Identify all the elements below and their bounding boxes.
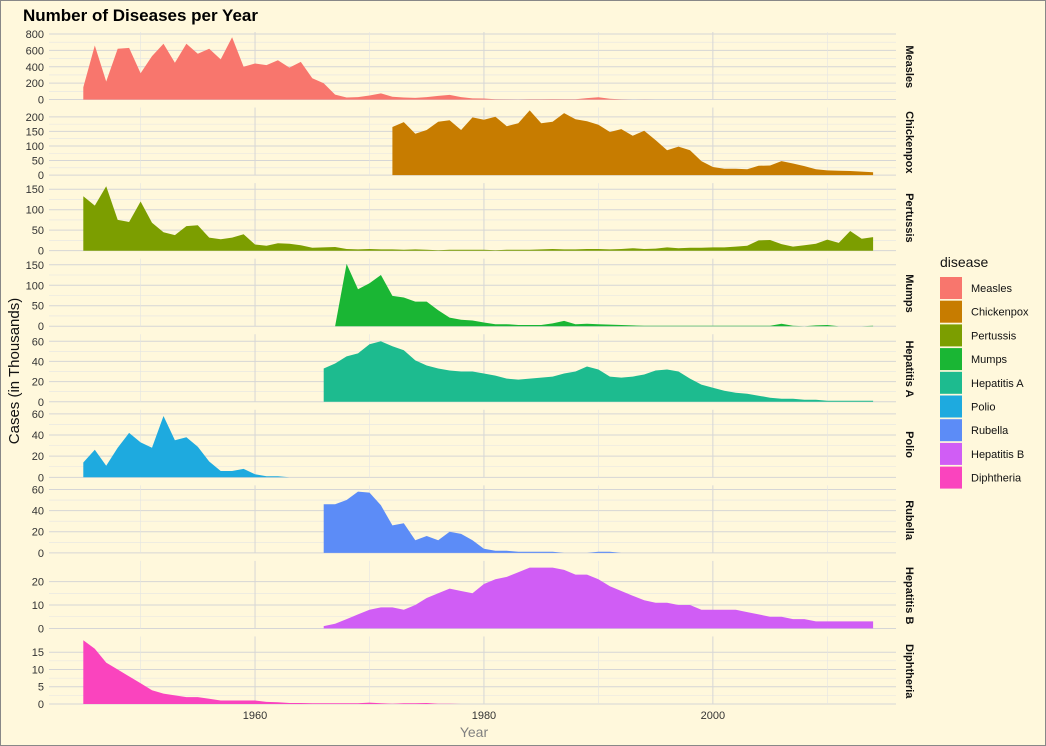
legend-swatch-mumps [940,348,962,371]
y-tick-label: 10 [32,600,44,612]
legend-label-polio: Polio [971,402,995,414]
area-polio [83,416,313,478]
y-tick-label: 40 [32,356,44,368]
area-hepatitis-a [323,341,874,402]
y-tick-label: 50 [32,301,44,313]
legend-swatch-pertussis [940,324,962,347]
y-tick-label: 60 [32,409,44,421]
panel-diphtheria: 0 5 10 15 Diphtheria [32,636,915,711]
y-tick-label: 50 [32,225,44,237]
legend-label-diphtheria: Diphtheria [971,473,1022,485]
y-tick-label: 20 [32,527,44,539]
y-tick-label: 200 [26,112,44,124]
strip-label-hepatitis-a: Hepatitis A [903,340,915,397]
area-diphtheria [83,640,874,704]
strip-label-diphtheria: Diphtheria [903,644,915,699]
y-tick-label: 100 [26,280,44,292]
y-tick-label: 5 [38,682,44,694]
area-measles [83,37,874,100]
y-tick-label: 40 [32,506,44,518]
y-tick-label: 40 [32,430,44,442]
strip-label-measles: Measles [903,45,915,88]
panel-pertussis: 0 50 100 150 Pertussis [26,183,915,258]
strip-label-pertussis: Pertussis [903,193,915,243]
strip-label-mumps: Mumps [903,274,915,313]
x-tick-label: 1980 [472,710,496,722]
y-tick-label: 50 [32,156,44,168]
panel-polio: 0 20 40 60 Polio [32,409,915,484]
legend-swatch-hepatitis-a [940,371,962,394]
y-tick-label: 150 [26,260,44,272]
y-tick-label: 20 [32,451,44,463]
legend-label-chickenpox: Chickenpox [971,307,1029,319]
y-tick-label: 0 [38,170,44,182]
legend-swatch-polio [940,395,962,418]
y-axis-label: Cases (in Thousands) [6,298,23,444]
panel-mumps: 0 50 100 150 Mumps [26,258,915,333]
y-tick-label: 0 [38,397,44,409]
panel-hepatitis-a: 0 20 40 60 Hepatitis A [32,334,915,409]
strip-label-rubella: Rubella [903,500,915,541]
area-hepatitis-b [323,567,874,629]
y-tick-label: 0 [38,95,44,107]
legend-label-mumps: Mumps [971,354,1008,366]
area-pertussis [83,186,874,251]
area-chickenpox [392,110,874,176]
panel-hepatitis-b: 0 10 20 Hepatitis B [32,560,915,635]
y-tick-label: 10 [32,664,44,676]
y-tick-label: 0 [38,321,44,333]
area-mumps [335,263,874,327]
panel-rubella: 0 20 40 60 Rubella [32,484,915,559]
y-tick-label: 150 [26,184,44,196]
panel-measles: 0 200 400 600 800 Measles [26,29,915,107]
y-tick-label: 60 [32,484,44,496]
legend-label-rubella: Rubella [971,425,1009,437]
y-tick-label: 100 [26,205,44,217]
y-tick-label: 0 [38,472,44,484]
y-tick-label: 600 [26,45,44,57]
y-tick-label: 0 [38,623,44,635]
x-tick-label: 1960 [243,710,267,722]
strip-label-chickenpox: Chickenpox [903,111,915,174]
legend-swatch-hepatitis-b [940,442,962,465]
y-tick-label: 0 [38,548,44,560]
legend-label-hepatitis-a: Hepatitis A [971,378,1024,390]
strip-label-polio: Polio [903,431,915,458]
legend-swatch-measles [940,277,962,299]
x-tick-label: 2000 [701,710,725,722]
legend: disease Measles Chickenpox Pertussis Mumps H… [940,254,1029,489]
x-axis-label: Year [460,724,489,740]
y-tick-label: 200 [26,78,44,90]
y-tick-label: 20 [32,577,44,589]
y-tick-label: 100 [26,141,44,153]
area-rubella [323,491,874,553]
legend-swatch-rubella [940,419,962,442]
y-tick-label: 0 [38,699,44,711]
chart-title: Number of Diseases per Year [23,6,258,25]
y-tick-label: 0 [38,246,44,258]
legend-label-measles: Measles [971,283,1012,295]
legend-label-pertussis: Pertussis [971,330,1017,342]
legend-title: disease [940,254,988,270]
strip-label-hepatitis-b: Hepatitis B [903,567,915,625]
legend-label-hepatitis-b: Hepatitis B [971,449,1024,461]
y-tick-label: 15 [32,647,44,659]
panel-chickenpox: 0 50 100 150 200 Chickenpox [26,107,915,182]
y-tick-label: 60 [32,336,44,348]
y-tick-label: 800 [26,29,44,41]
y-tick-label: 150 [26,126,44,138]
y-tick-label: 400 [26,62,44,74]
y-tick-label: 20 [32,377,44,389]
legend-swatch-diphtheria [940,466,962,489]
x-axis: 1960 1980 2000 [243,710,725,722]
legend-swatch-chickenpox [940,300,962,323]
